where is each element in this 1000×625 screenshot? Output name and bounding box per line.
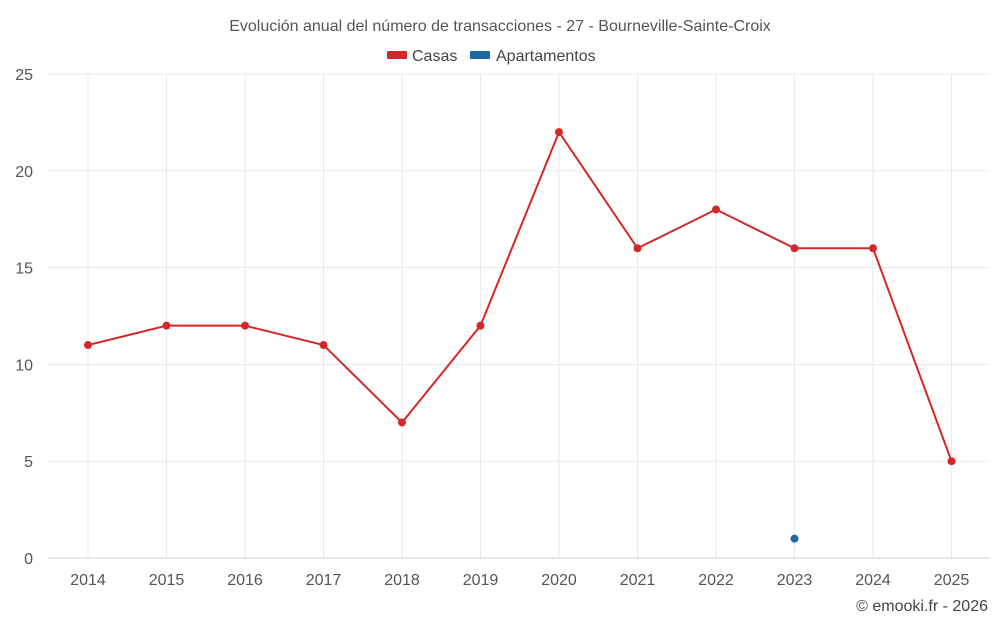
data-point-casas[interactable] (555, 128, 563, 137)
legend-swatch-casas (387, 51, 407, 59)
x-gridlines (87, 74, 952, 558)
x-tick-labels: 2014 2015 2016 2017 2018 2019 2020 2021 2022 2023… (70, 572, 969, 589)
y-tick-label: 10 (15, 357, 33, 374)
legend-label-apartamentos: Apartamentos (496, 48, 596, 65)
y-tick-labels: 0 5 10 15 20 25 (15, 67, 33, 568)
data-point-casas[interactable] (790, 244, 799, 253)
x-tick-label: 2021 (620, 572, 656, 589)
series-lines (87, 131, 953, 462)
x-tick-label: 2014 (70, 572, 106, 589)
x-tick-label: 2017 (306, 572, 342, 589)
data-point-casas[interactable] (398, 418, 406, 427)
data-point-casas[interactable] (947, 457, 956, 466)
x-tick-label: 2023 (777, 572, 813, 589)
x-tick-label: 2015 (149, 572, 185, 589)
data-point-casas[interactable] (712, 205, 720, 214)
data-point-casas[interactable] (241, 321, 249, 330)
x-tick-label: 2025 (934, 572, 970, 589)
x-tick-label: 2018 (384, 572, 420, 589)
y-tick-label: 15 (15, 261, 33, 278)
x-tick-label: 2022 (698, 572, 734, 589)
data-point-casas[interactable] (633, 244, 642, 253)
y-tick-label: 25 (15, 67, 33, 84)
x-tick-label: 2024 (855, 572, 891, 589)
y-tick-label: 20 (15, 164, 33, 181)
y-tick-label: 5 (24, 454, 33, 471)
credit-text: © emooki.fr - 2026 (856, 598, 988, 615)
legend: Casas Apartamentos (387, 48, 596, 65)
data-point-casas[interactable] (84, 341, 92, 350)
x-tick-label: 2016 (227, 572, 263, 589)
data-point-apartamentos[interactable] (790, 534, 799, 543)
data-point-casas[interactable] (476, 321, 485, 330)
legend-item-apartamentos[interactable]: Apartamentos (470, 48, 596, 65)
legend-label-casas: Casas (412, 48, 457, 65)
x-tick-label: 2019 (463, 572, 499, 589)
data-point-casas[interactable] (162, 321, 171, 330)
y-gridlines (48, 73, 990, 462)
series-line-casas (87, 131, 953, 462)
legend-swatch-apartamentos (470, 51, 490, 59)
data-point-casas[interactable] (319, 341, 328, 350)
chart-title: Evolución anual del número de transaccio… (229, 18, 771, 35)
series-points (84, 128, 956, 543)
x-tick-label: 2020 (541, 572, 577, 589)
legend-item-casas[interactable]: Casas (387, 48, 457, 65)
y-tick-label: 0 (24, 551, 33, 568)
data-point-casas[interactable] (869, 244, 877, 253)
